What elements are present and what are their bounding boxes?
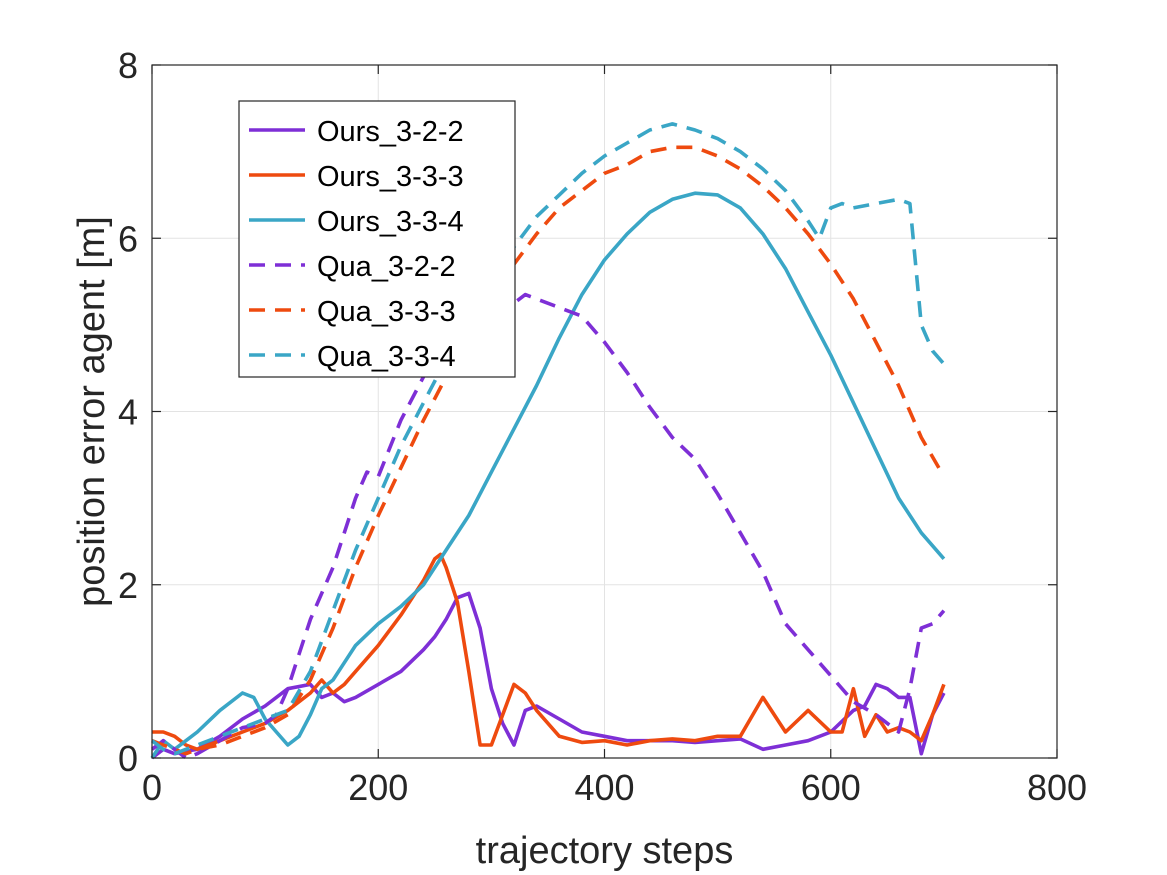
- legend-label: Qua_3-2-2: [317, 251, 456, 283]
- series-layer: [150, 122, 946, 760]
- series-line-ours-3-2-2: [150, 591, 946, 760]
- y-axis-label: position error agent [m]: [71, 216, 113, 607]
- legend-label: Qua_3-3-4: [317, 341, 456, 373]
- y-tick-label: 6: [118, 218, 138, 259]
- x-tick-label: 200: [348, 767, 408, 808]
- axis-ticks: 0 200 400 600 800 0 2 4 6 8: [118, 45, 1087, 808]
- y-tick-label: 4: [118, 392, 138, 433]
- legend: Ours_3-2-2 Ours_3-3-3 Ours_3-3-4 Qua_3-2-2 Q…: [238, 100, 516, 378]
- x-tick-label: 600: [801, 767, 861, 808]
- legend-label: Ours_3-3-4: [317, 206, 464, 238]
- legend-label: Qua_3-3-3: [317, 296, 456, 328]
- y-tick-label: 0: [118, 738, 138, 779]
- x-axis-label: trajectory steps: [476, 830, 734, 872]
- legend-box: [238, 100, 516, 378]
- x-tick-label: 800: [1027, 767, 1087, 808]
- series-line-qua-3-3-3: [151, 145, 946, 756]
- y-tick-label: 2: [118, 565, 138, 606]
- series-line-ours-3-3-4: [150, 191, 946, 759]
- series-line-qua-3-3-4: [150, 122, 946, 756]
- legend-label: Ours_3-3-3: [317, 161, 464, 193]
- legend-label: Ours_3-2-2: [317, 116, 464, 148]
- x-tick-label: 0: [142, 767, 162, 808]
- y-tick-label: 8: [118, 45, 138, 86]
- x-tick-label: 400: [574, 767, 634, 808]
- series-line-qua-3-2-2: [150, 292, 946, 760]
